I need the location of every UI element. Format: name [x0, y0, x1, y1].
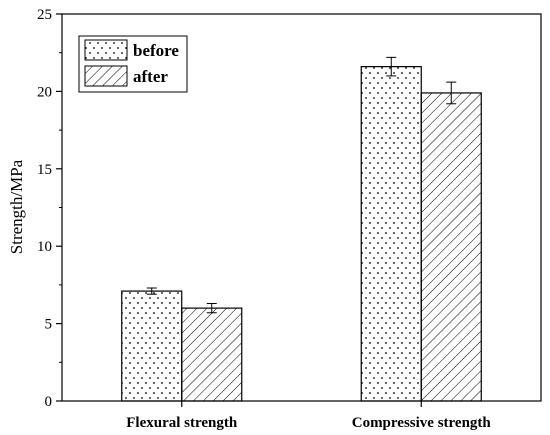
- error-bars: [146, 56, 457, 314]
- y-axis-ticks: 0 5 10 15 20 25: [37, 7, 62, 410]
- error-bar: [146, 287, 157, 295]
- x-tick-label: Flexural strength: [126, 415, 238, 431]
- y-axis-title: Strength/MPa: [7, 159, 26, 254]
- y-tick-label: 25: [37, 7, 52, 23]
- legend-label-before: before: [133, 41, 179, 60]
- legend: before after: [78, 35, 188, 93]
- y-tick-label: 20: [37, 84, 52, 100]
- bar-after: [181, 307, 243, 402]
- bar-after: [420, 92, 482, 402]
- legend-swatch-after: [84, 65, 128, 87]
- x-axis-ticks: Flexural strength Compressive strength: [126, 401, 491, 431]
- error-bar: [386, 56, 397, 77]
- y-tick-label: 10: [37, 239, 52, 255]
- y-tick-label: 15: [37, 162, 52, 178]
- y-tick-label: 5: [45, 317, 53, 333]
- bar-before: [360, 66, 422, 402]
- legend-swatch-before: [84, 39, 128, 61]
- bars: [121, 66, 482, 402]
- y-tick-label: 0: [45, 394, 53, 410]
- x-tick-label: Compressive strength: [352, 415, 492, 431]
- error-bar: [446, 81, 457, 105]
- legend-label-after: after: [133, 67, 168, 86]
- bar-before: [121, 290, 183, 402]
- error-bar: [206, 302, 217, 314]
